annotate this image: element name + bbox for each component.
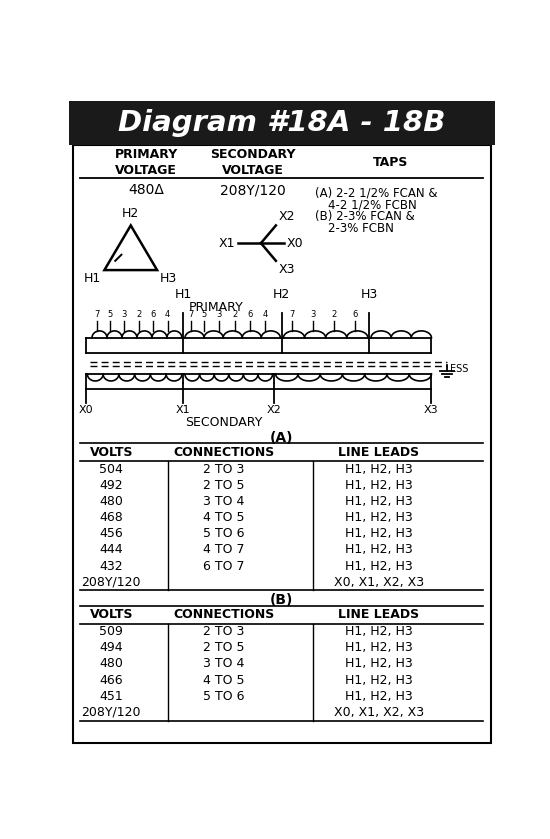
Text: 509: 509	[100, 625, 123, 638]
Text: 4 TO 5: 4 TO 5	[203, 674, 245, 686]
Text: H1, H2, H3: H1, H2, H3	[345, 462, 412, 476]
Text: 4 TO 7: 4 TO 7	[203, 544, 245, 556]
Text: H3: H3	[361, 288, 378, 301]
Text: PRIMARY
VOLTAGE: PRIMARY VOLTAGE	[114, 148, 178, 177]
Text: 2: 2	[332, 310, 337, 320]
Text: H1: H1	[84, 272, 101, 284]
Text: H1, H2, H3: H1, H2, H3	[345, 479, 412, 492]
Text: LINE LEADS: LINE LEADS	[338, 446, 419, 459]
Text: H1: H1	[175, 288, 192, 301]
Text: H1, H2, H3: H1, H2, H3	[345, 511, 412, 524]
Text: 3: 3	[310, 310, 316, 320]
Text: H2: H2	[273, 288, 290, 301]
Text: 451: 451	[100, 690, 123, 703]
Text: 3: 3	[122, 310, 127, 320]
Text: 5: 5	[201, 310, 207, 320]
Text: 2 TO 5: 2 TO 5	[203, 641, 245, 654]
Text: SECONDARY: SECONDARY	[185, 415, 262, 429]
Text: LINE LEADS: LINE LEADS	[338, 608, 419, 621]
Text: 2: 2	[136, 310, 141, 320]
Text: 444: 444	[100, 544, 123, 556]
Text: 4 TO 5: 4 TO 5	[203, 511, 245, 524]
Text: H1, H2, H3: H1, H2, H3	[345, 674, 412, 686]
Text: 6: 6	[151, 310, 156, 320]
Text: 5: 5	[107, 310, 113, 320]
Text: 208Y/120: 208Y/120	[81, 576, 141, 589]
Text: X1: X1	[176, 405, 191, 414]
Text: 6: 6	[353, 310, 358, 320]
Text: 3 TO 4: 3 TO 4	[203, 495, 244, 508]
Text: X0, X1, X2, X3: X0, X1, X2, X3	[334, 576, 424, 589]
Text: X2: X2	[278, 210, 295, 223]
Text: 208Y/120: 208Y/120	[81, 706, 141, 719]
Text: PRIMARY: PRIMARY	[189, 300, 243, 314]
Text: 4: 4	[262, 310, 268, 320]
Text: H1, H2, H3: H1, H2, H3	[345, 495, 412, 508]
Text: 6: 6	[247, 310, 252, 320]
Text: 2-3% FCBN: 2-3% FCBN	[328, 221, 393, 235]
Text: X0, X1, X2, X3: X0, X1, X2, X3	[334, 706, 424, 719]
Text: X3: X3	[424, 405, 439, 414]
Text: 3: 3	[217, 310, 222, 320]
Text: X0: X0	[79, 405, 93, 414]
Text: H3: H3	[160, 272, 178, 284]
Text: H2: H2	[122, 207, 139, 220]
Text: (B) 2-3% FCAN &: (B) 2-3% FCAN &	[315, 210, 415, 223]
Text: 480Δ: 480Δ	[128, 183, 164, 197]
Text: 2 TO 5: 2 TO 5	[203, 479, 245, 492]
Text: CONNECTIONS: CONNECTIONS	[173, 446, 274, 459]
Text: TAPS: TAPS	[373, 156, 408, 169]
Text: (B): (B)	[270, 593, 294, 607]
Text: 5 TO 6: 5 TO 6	[203, 690, 245, 703]
Text: X2: X2	[267, 405, 282, 414]
Text: VOLTS: VOLTS	[90, 446, 133, 459]
Text: H1, H2, H3: H1, H2, H3	[345, 690, 412, 703]
Text: H1, H2, H3: H1, H2, H3	[345, 560, 412, 573]
Text: 480: 480	[100, 658, 123, 670]
Text: 7: 7	[95, 310, 100, 320]
Text: 2: 2	[232, 310, 237, 320]
Text: 7: 7	[188, 310, 194, 320]
Text: 5 TO 6: 5 TO 6	[203, 527, 245, 540]
Text: 466: 466	[100, 674, 123, 686]
Text: CONNECTIONS: CONNECTIONS	[173, 608, 274, 621]
Text: 468: 468	[100, 511, 123, 524]
Text: H1, H2, H3: H1, H2, H3	[345, 641, 412, 654]
Text: H1, H2, H3: H1, H2, H3	[345, 658, 412, 670]
Text: VOLTS: VOLTS	[90, 608, 133, 621]
Text: 456: 456	[100, 527, 123, 540]
Text: X3: X3	[278, 263, 295, 276]
Text: 492: 492	[100, 479, 123, 492]
Text: 4: 4	[165, 310, 170, 320]
Text: 2 TO 3: 2 TO 3	[203, 462, 244, 476]
Text: 504: 504	[100, 462, 123, 476]
Text: 4-2 1/2% FCBN: 4-2 1/2% FCBN	[328, 199, 416, 211]
Text: 7: 7	[289, 310, 295, 320]
Text: 494: 494	[100, 641, 123, 654]
Text: 480: 480	[100, 495, 123, 508]
Text: (A) 2-2 1/2% FCAN &: (A) 2-2 1/2% FCAN &	[315, 187, 438, 200]
Text: X1: X1	[219, 237, 235, 250]
Text: H1, H2, H3: H1, H2, H3	[345, 527, 412, 540]
Bar	[69, 101, 495, 145]
Text: 208Y/120: 208Y/120	[221, 183, 286, 197]
Text: 3 TO 4: 3 TO 4	[203, 658, 244, 670]
Text: H1, H2, H3: H1, H2, H3	[345, 625, 412, 638]
Text: H1, H2, H3: H1, H2, H3	[345, 544, 412, 556]
Text: 6 TO 7: 6 TO 7	[203, 560, 245, 573]
Text: X0: X0	[287, 237, 303, 250]
Text: (A): (A)	[270, 431, 294, 445]
Text: Diagram #18A - 18B: Diagram #18A - 18B	[118, 109, 446, 137]
Text: SECONDARY
VOLTAGE: SECONDARY VOLTAGE	[211, 148, 296, 177]
Text: ESS: ESS	[450, 364, 469, 374]
Text: 2 TO 3: 2 TO 3	[203, 625, 244, 638]
Text: 432: 432	[100, 560, 123, 573]
